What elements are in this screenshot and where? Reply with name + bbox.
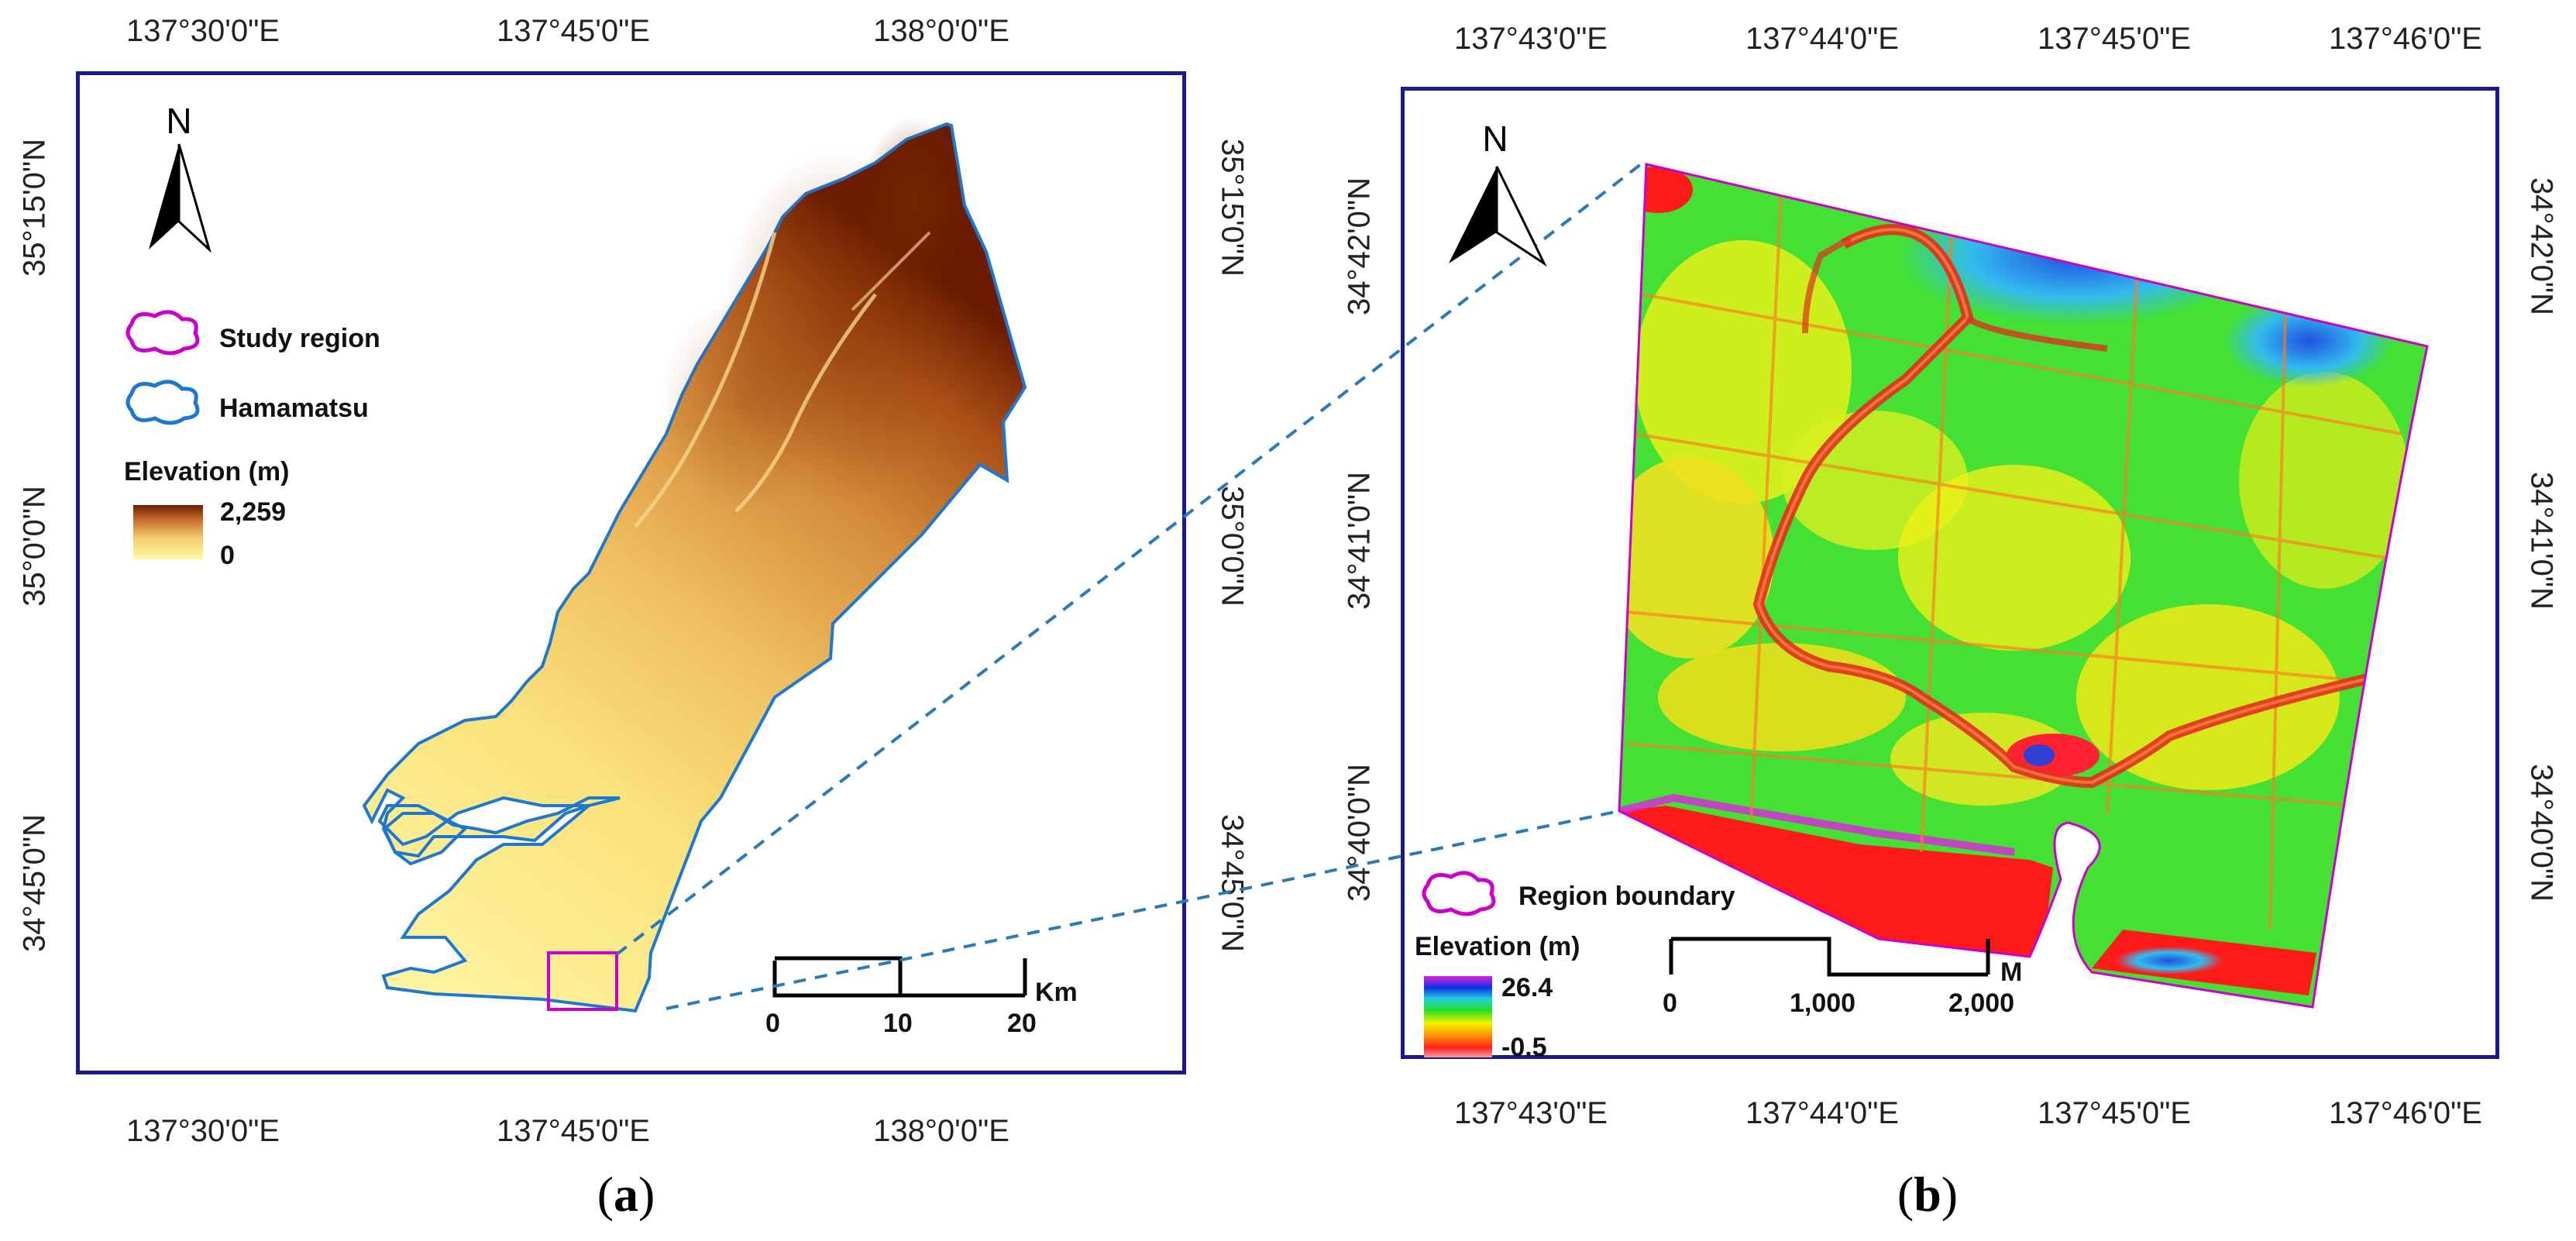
lon-tick-label: 137°43'0"E: [1454, 22, 1608, 56]
elevation-legend-title-a: Elevation (m): [124, 457, 290, 486]
scale-label-a-0: 0: [765, 1009, 780, 1038]
study-region-raster: [1618, 163, 2429, 1009]
scale-bar-a: [772, 956, 1027, 998]
lon-tick-label: 137°43'0"E: [1454, 1096, 1608, 1130]
scale-label-b-0: 0: [1663, 988, 1677, 1018]
north-arrow-b-letter: N: [1482, 119, 1508, 159]
caption-b: (b): [1897, 1167, 1959, 1222]
hamamatsu-legend-icon: [126, 380, 200, 425]
study-region-legend-icon: [126, 310, 200, 356]
dem-ridge-shading: [659, 294, 829, 511]
scale-label-a-10: 10: [883, 1009, 913, 1038]
hamamatsu-legend-label: Hamamatsu: [219, 394, 369, 423]
lon-tick-label: 138°0'0"E: [873, 14, 1009, 48]
caption-a-letter: a: [614, 1167, 638, 1222]
lon-tick-label: 137°45'0"E: [497, 14, 650, 48]
region-boundary-legend-icon: [1422, 871, 1496, 916]
elevation-legend-min-b: -0.5: [1501, 1033, 1547, 1062]
north-arrow-a-icon: [149, 143, 212, 253]
lon-tick-label: 137°44'0"E: [1745, 22, 1899, 56]
lon-tick-label: 137°45'0"E: [2038, 22, 2191, 56]
lon-tick-label: 137°46'0"E: [2329, 22, 2482, 56]
scale-label-a-20: 20: [1007, 1009, 1037, 1038]
region-boundary-legend-label: Region boundary: [1518, 882, 1735, 911]
dem-valley: [634, 232, 777, 528]
dem-valley: [851, 231, 931, 311]
scale-unit-a: Km: [1035, 978, 1078, 1007]
study-region-box: [547, 951, 618, 1011]
lon-tick-label: 137°45'0"E: [497, 1114, 650, 1148]
scale-unit-b: M: [2000, 957, 2023, 987]
scale-label-b-1000: 1,000: [1790, 988, 1856, 1018]
elevation-legend-min-a: 0: [220, 541, 235, 570]
connector-line: [665, 810, 1620, 1010]
lon-tick-label: 137°30'0"E: [126, 1114, 280, 1148]
lon-tick-label: 137°45'0"E: [2038, 1096, 2191, 1130]
scale-bar-b: [1669, 937, 1990, 977]
caption-a: (a): [597, 1167, 655, 1222]
lon-tick-label: 137°44'0"E: [1745, 1096, 1899, 1130]
north-arrow-a-letter: N: [166, 101, 191, 141]
north-arrow-b-icon: [1449, 166, 1547, 267]
lon-tick-label: 137°46'0"E: [2329, 1096, 2482, 1130]
lon-tick-label: 137°30'0"E: [126, 14, 280, 48]
elevation-legend-max-b: 26.4: [1501, 973, 1553, 1002]
dem-valley: [734, 293, 877, 513]
caption-b-letter: b: [1914, 1167, 1941, 1222]
lon-tick-label: 138°0'0"E: [873, 1114, 1009, 1148]
dem-ridge-shading: [860, 116, 968, 287]
elevation-legend-ramp-a: [133, 505, 203, 559]
elevation-legend-ramp-b: [1424, 976, 1492, 1057]
study-region-legend-label: Study region: [219, 324, 380, 353]
elevation-legend-max-a: 2,259: [220, 497, 287, 527]
elevation-legend-title-b: Elevation (m): [1415, 932, 1580, 961]
scale-label-b-2000: 2,000: [1948, 988, 2015, 1018]
